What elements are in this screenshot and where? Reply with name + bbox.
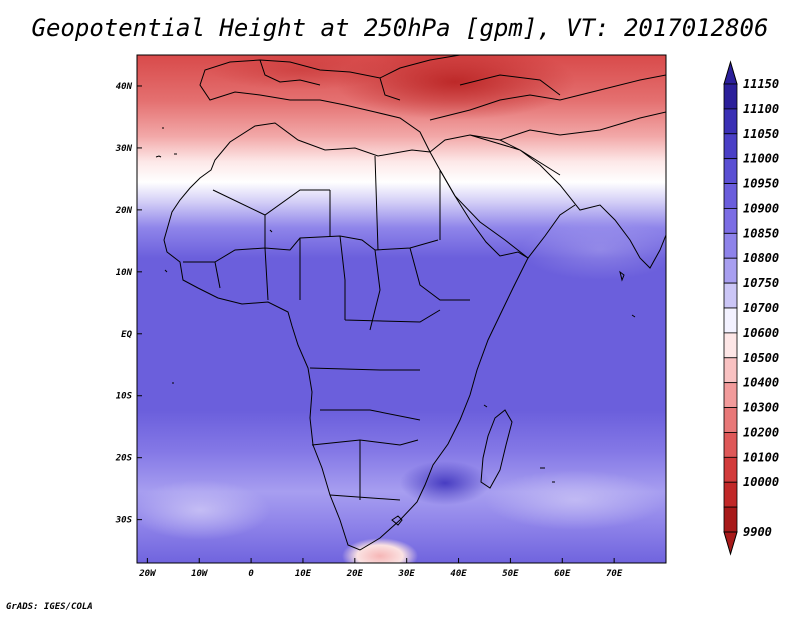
x-axis-ticks: 20W 10W 0 10E 20E 30E 40E 50E 60E 70E: [138, 558, 623, 579]
colorbar-level-label: 10400: [743, 376, 779, 390]
colorbar-level-label: 10800: [743, 251, 779, 265]
colorbar-level-label: 11000: [743, 152, 779, 166]
colorbar-top-arrow: [723, 60, 738, 85]
colorbar-swatch: [723, 382, 738, 408]
colorbar-swatch: [723, 257, 738, 284]
colorbar-swatch: [723, 357, 738, 384]
colorbar-swatch: [723, 407, 738, 433]
x-tick-label: 50E: [502, 569, 519, 579]
madagascar-outline: [480, 409, 513, 489]
grads-credit: GrADS: IGES/COLA: [6, 602, 93, 612]
geopotential-field: [137, 55, 666, 563]
colorbar: 11150 11100 11050 11000 10950 10900 10850 10800…: [723, 60, 779, 556]
coastlines-borders: [155, 55, 666, 551]
x-tick-label: 10E: [295, 569, 312, 579]
colorbar-level-label: 10200: [743, 425, 779, 439]
colorbar-level-label: 11050: [743, 127, 779, 141]
colorbar-level-label: 10300: [743, 401, 779, 415]
y-tick-label: 20S: [115, 454, 133, 464]
islands: [155, 127, 636, 526]
y-axis-ticks: 40N 30N 20N 10N EQ 10S 20S 30S: [115, 82, 142, 526]
colorbar-swatch: [723, 208, 738, 234]
y-tick-label: 30N: [115, 144, 133, 154]
y-tick-label: EQ: [121, 330, 132, 340]
x-tick-label: 0: [248, 569, 254, 579]
colorbar-swatch: [723, 108, 738, 135]
colorbar-level-label: 9900: [743, 525, 772, 539]
x-tick-label: 20E: [346, 569, 364, 579]
x-tick-label: 30E: [398, 569, 416, 579]
colorbar-level-label: 10950: [743, 177, 779, 191]
colorbar-swatch: [723, 232, 738, 259]
colorbar-bottom-arrow: [723, 531, 738, 556]
x-tick-label: 70E: [606, 569, 623, 579]
y-tick-label: 10N: [116, 268, 133, 278]
africa-coastline: [163, 122, 529, 551]
country-borders: [183, 155, 470, 501]
y-tick-label: 40N: [116, 82, 133, 92]
colorbar-swatch: [723, 506, 738, 533]
map-title: Geopotential Height at 250hPa [gpm], VT:…: [31, 14, 769, 42]
y-tick-label: 10S: [116, 392, 133, 402]
colorbar-swatch: [723, 332, 738, 359]
colorbar-level-label: 11100: [743, 102, 779, 116]
colorbar-swatch: [723, 456, 738, 483]
colorbar-level-label: 10500: [743, 351, 779, 365]
colorbar-level-label: 10750: [743, 276, 779, 290]
arabia-europe-asia: [199, 55, 666, 269]
colorbar-swatch: [723, 83, 738, 110]
colorbar-level-label: 11150: [743, 77, 779, 91]
x-tick-label: 40E: [450, 569, 467, 579]
plot-frame: [136, 54, 667, 564]
colorbar-swatch: [723, 158, 738, 184]
colorbar-swatch: [723, 282, 738, 309]
colorbar-swatch: [723, 133, 738, 160]
x-tick-label: 10W: [191, 569, 209, 579]
colorbar-level-label: 10600: [743, 326, 779, 340]
y-tick-label: 30S: [115, 516, 133, 526]
x-tick-label: 60E: [554, 569, 571, 579]
colorbar-swatch: [723, 307, 738, 334]
colorbar-level-label: 10700: [743, 301, 779, 315]
colorbar-swatch: [723, 183, 738, 209]
colorbar-swatch: [723, 432, 738, 458]
x-tick-label: 20W: [138, 569, 157, 579]
colorbar-level-label: 10850: [743, 226, 779, 240]
colorbar-level-label: 10900: [743, 201, 779, 215]
colorbar-level-label: 10000: [743, 475, 779, 489]
colorbar-swatch: [723, 481, 738, 508]
y-tick-label: 20N: [115, 206, 133, 216]
colorbar-level-label: 10100: [743, 450, 779, 464]
